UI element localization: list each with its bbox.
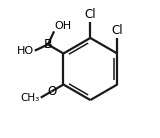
- Text: O: O: [47, 85, 56, 98]
- Text: CH₃: CH₃: [21, 93, 40, 103]
- Text: OH: OH: [55, 21, 72, 31]
- Text: HO: HO: [17, 46, 34, 56]
- Text: Cl: Cl: [111, 23, 123, 36]
- Text: B: B: [44, 38, 52, 51]
- Text: Cl: Cl: [84, 8, 96, 21]
